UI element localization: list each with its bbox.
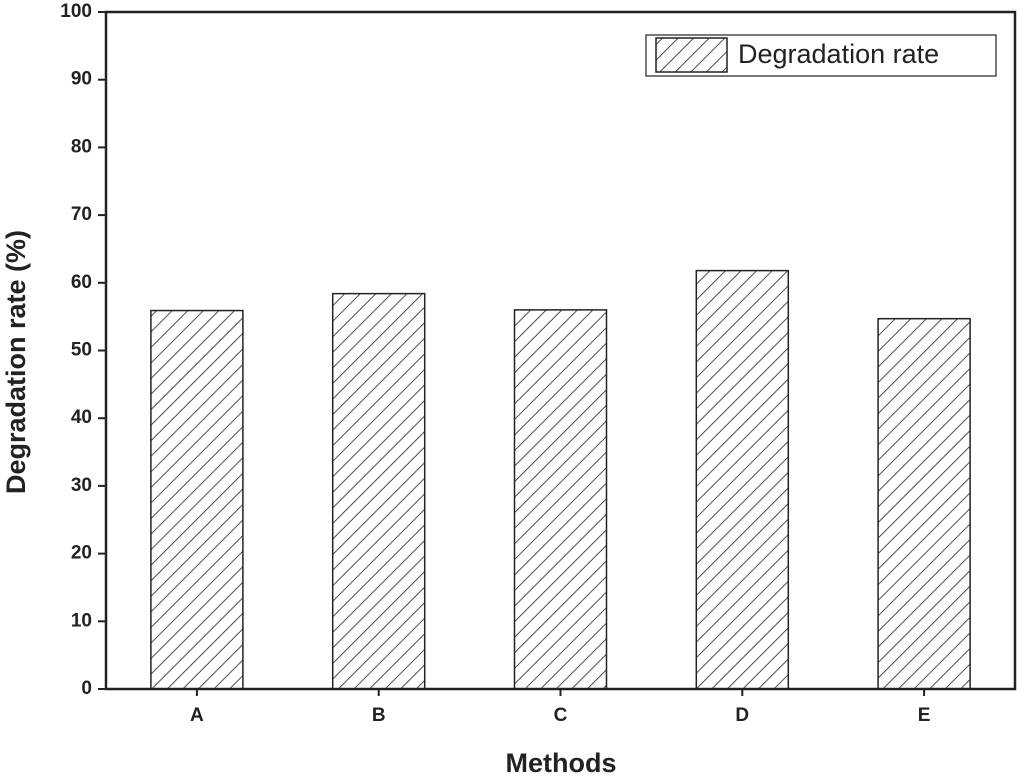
x-tick-label: D	[735, 705, 749, 726]
y-tick-label: 30	[71, 475, 92, 496]
y-tick-label: 100	[60, 1, 92, 22]
y-tick-label: 60	[71, 272, 92, 293]
y-tick-label: 0	[81, 678, 92, 699]
plot-frame	[104, 10, 1017, 691]
y-tick-label: 70	[71, 204, 92, 225]
y-axis-title: Degradation rate (%)	[1, 230, 31, 494]
bar	[331, 292, 426, 690]
x-tick-label: C	[554, 705, 568, 726]
y-tick-label: 90	[71, 69, 92, 90]
legend-swatch	[655, 37, 728, 73]
y-tick-label: 20	[71, 543, 92, 564]
y-tick-label: 40	[71, 407, 92, 428]
bar	[513, 309, 608, 690]
bar	[877, 317, 971, 690]
y-tick-label: 80	[71, 136, 92, 157]
y-tick-label: 10	[71, 610, 92, 631]
bar	[695, 269, 790, 690]
x-tick-label: E	[918, 705, 931, 726]
x-tick-label: B	[372, 705, 386, 726]
x-axis-title: Methods	[506, 748, 617, 778]
bar	[150, 309, 244, 690]
y-tick-label: 50	[71, 340, 92, 361]
x-tick-label: A	[190, 705, 204, 726]
legend-label: Degradation rate	[738, 39, 939, 69]
